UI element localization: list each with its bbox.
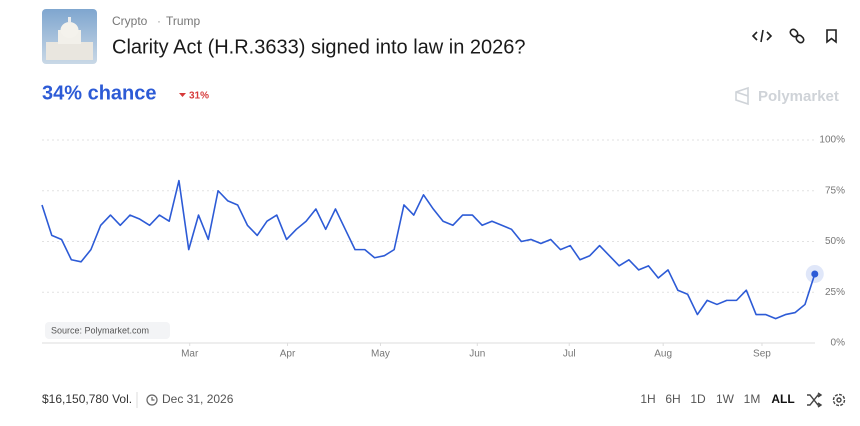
breadcrumb[interactable]: Crypto — [112, 14, 148, 28]
range-button[interactable]: 1W — [716, 392, 735, 406]
x-tick-label: Jul — [563, 349, 576, 360]
x-tick-label: Apr — [280, 349, 296, 360]
embed-icon[interactable] — [751, 29, 773, 43]
y-tick-label: 100% — [819, 135, 845, 146]
change-value: 31% — [189, 91, 209, 102]
source-badge — [45, 322, 170, 339]
y-tick-label: 50% — [825, 236, 845, 247]
end-date: Dec 31, 2026 — [162, 392, 234, 406]
y-tick-label: 75% — [825, 185, 845, 196]
range-button[interactable]: 1H — [640, 392, 655, 406]
change-arrow — [179, 93, 186, 97]
market-image — [42, 9, 97, 64]
x-tick-label: May — [371, 349, 390, 360]
last-point — [811, 270, 819, 278]
bookmark-icon[interactable] — [826, 29, 837, 44]
breadcrumb[interactable]: Trump — [166, 14, 201, 28]
range-button[interactable]: ALL — [771, 392, 794, 406]
separator: · — [157, 14, 161, 28]
brand-logo — [735, 86, 749, 106]
shuffle-icon[interactable] — [807, 392, 823, 408]
y-tick-label: 25% — [825, 287, 845, 298]
market-title: Clarity Act (H.R.3633) signed into law i… — [112, 36, 526, 58]
volume: $16,150,780 Vol. — [42, 392, 132, 406]
y-tick-label: 0% — [831, 338, 846, 349]
x-tick-label: Jun — [469, 349, 485, 360]
x-tick-label: Sep — [753, 349, 771, 360]
range-button[interactable]: 1D — [690, 392, 706, 406]
x-tick-label: Mar — [181, 349, 199, 360]
clock-icon — [146, 394, 158, 406]
brand-name: Polymarket — [758, 88, 839, 105]
settings-icon[interactable] — [832, 393, 846, 407]
range-button[interactable]: 1M — [744, 392, 761, 406]
range-button[interactable]: 6H — [665, 392, 680, 406]
source-annotation: Source: Polymarket.com — [51, 325, 149, 335]
price-line — [41, 179, 816, 320]
chance-label: 34% chance — [42, 82, 157, 104]
price-chart: 0% 25% 50% 75% 100% Mar Apr May Jun Jul Aug Sep — [41, 135, 846, 360]
x-tick-label: Aug — [654, 349, 672, 360]
range-selector: 1H 6H 1D 1W 1M ALL — [640, 392, 794, 406]
link-icon[interactable] — [789, 28, 805, 44]
